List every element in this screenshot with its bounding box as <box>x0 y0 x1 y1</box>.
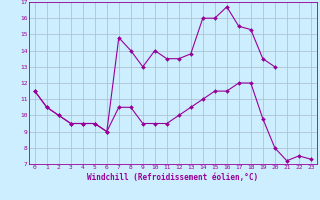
X-axis label: Windchill (Refroidissement éolien,°C): Windchill (Refroidissement éolien,°C) <box>87 173 258 182</box>
